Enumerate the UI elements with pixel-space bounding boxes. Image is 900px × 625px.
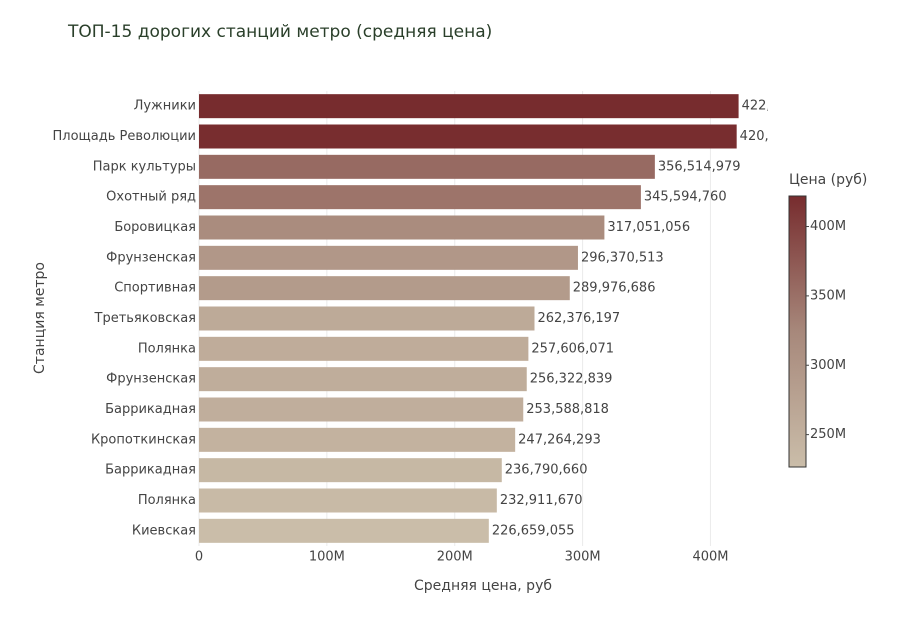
bar bbox=[199, 215, 605, 240]
bar bbox=[199, 518, 489, 543]
bar bbox=[199, 306, 535, 331]
y-tick-label: Фрунзенская bbox=[106, 250, 196, 265]
colorbar-tick-label: 400M bbox=[810, 219, 846, 234]
y-tick-label: Третьяковская bbox=[94, 311, 197, 326]
colorbar-title: Цена (руб) bbox=[789, 172, 867, 188]
y-tick-label: Спортивная bbox=[114, 281, 196, 296]
value-label: 226,659,055 bbox=[492, 523, 575, 538]
y-tick-label: Площадь Революции bbox=[53, 129, 196, 144]
y-tick-label: Киевская bbox=[132, 523, 196, 538]
bar bbox=[199, 124, 737, 149]
y-tick-label: Полянка bbox=[138, 341, 196, 356]
colorbar bbox=[788, 195, 807, 468]
bar bbox=[199, 458, 502, 483]
colorbar-tick-label: 350M bbox=[810, 288, 846, 303]
value-label: 253,588,818 bbox=[526, 402, 609, 417]
bar bbox=[199, 276, 570, 301]
value-label: 289,976,686 bbox=[573, 281, 656, 296]
y-tick-label: Баррикадная bbox=[105, 463, 196, 478]
value-label: 232,911,670 bbox=[500, 493, 583, 508]
bar bbox=[199, 185, 641, 210]
bar bbox=[199, 154, 655, 179]
y-tick-label: Баррикадная bbox=[105, 402, 196, 417]
value-label: 356,514,979 bbox=[658, 159, 741, 174]
y-axis-title: Станция метро bbox=[32, 262, 48, 374]
x-tick-label: 400M bbox=[692, 550, 728, 565]
bar bbox=[199, 427, 516, 452]
y-tick-label: Лужники bbox=[134, 99, 196, 114]
value-label: 296,370,513 bbox=[581, 250, 664, 265]
x-tick-label: 100M bbox=[309, 550, 345, 565]
value-label: 422, bbox=[742, 99, 771, 114]
value-label: 236,790,660 bbox=[505, 463, 588, 478]
value-label: 247,264,293 bbox=[518, 432, 601, 447]
y-tick-label: Охотный ряд bbox=[106, 190, 196, 205]
x-axis-title: Средняя цена, руб bbox=[414, 578, 552, 594]
x-tick-label: 300M bbox=[565, 550, 601, 565]
value-label: 256,322,839 bbox=[530, 372, 613, 387]
y-tick-label: Кропоткинская bbox=[91, 432, 196, 447]
bar bbox=[199, 336, 529, 361]
x-tick-label: 0 bbox=[195, 550, 203, 565]
bar bbox=[199, 488, 497, 513]
bar bbox=[199, 94, 739, 119]
colorbar-tick-label: 250M bbox=[810, 427, 846, 442]
y-tick-label: Полянка bbox=[138, 493, 196, 508]
y-tick-label: Парк культуры bbox=[93, 159, 196, 174]
value-label: 257,606,071 bbox=[531, 341, 614, 356]
y-tick-label: Фрунзенская bbox=[106, 372, 196, 387]
value-label: 317,051,056 bbox=[607, 220, 690, 235]
bar bbox=[199, 367, 527, 392]
y-tick-label: Боровицкая bbox=[114, 220, 196, 235]
x-tick-label: 200M bbox=[437, 550, 473, 565]
value-label: 345,594,760 bbox=[644, 190, 727, 205]
value-label: 262,376,197 bbox=[537, 311, 620, 326]
colorbar-tick-label: 300M bbox=[810, 358, 846, 373]
bar bbox=[199, 245, 578, 270]
bar bbox=[199, 397, 524, 422]
value-label: 420, bbox=[740, 129, 769, 144]
chart-title: ТОП-15 дорогих станций метро (средняя це… bbox=[67, 22, 492, 42]
